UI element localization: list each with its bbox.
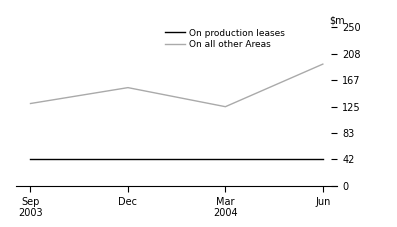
On production leases: [28, 158, 33, 161]
Line: On all other Areas: On all other Areas: [31, 64, 323, 107]
On production leases: [320, 158, 325, 161]
On all other Areas: [125, 86, 130, 89]
On production leases: [125, 158, 130, 161]
On production leases: [223, 158, 228, 161]
On all other Areas: [28, 102, 33, 105]
Text: $m: $m: [330, 16, 345, 26]
On all other Areas: [320, 63, 325, 65]
On all other Areas: [223, 105, 228, 108]
Legend: On production leases, On all other Areas: On production leases, On all other Areas: [165, 29, 285, 49]
